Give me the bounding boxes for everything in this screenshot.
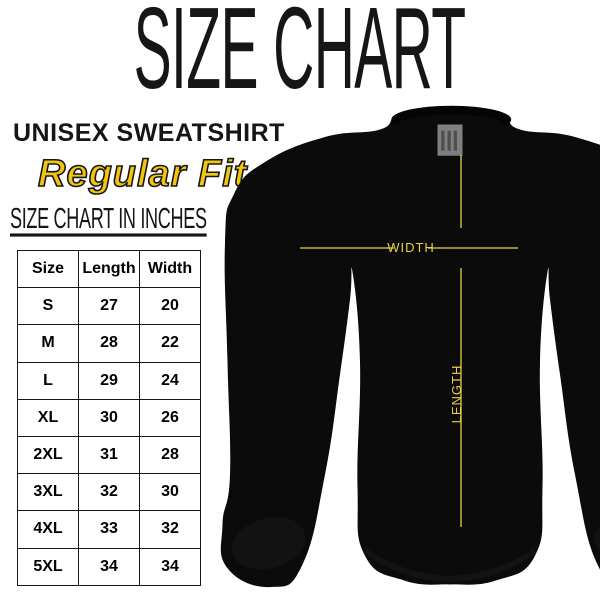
svg-text:LENGTH: LENGTH xyxy=(449,365,464,424)
svg-text:WIDTH: WIDTH xyxy=(387,240,435,255)
